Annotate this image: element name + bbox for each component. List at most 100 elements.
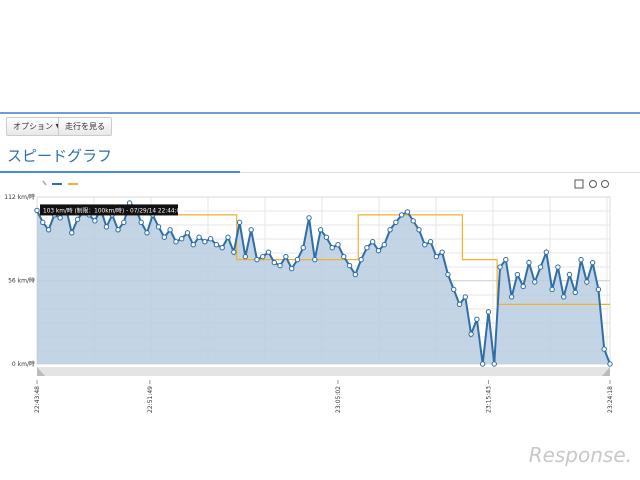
speed-point (595, 286, 602, 293)
speed-point (138, 219, 144, 226)
speed-point (474, 316, 480, 322)
speed-point (283, 253, 289, 260)
speed-point (306, 215, 312, 221)
speed-point (555, 264, 561, 270)
speed-point (69, 230, 75, 236)
speed-point (45, 227, 52, 233)
speed-point (271, 259, 278, 266)
speed-point (398, 212, 405, 218)
title-rule (240, 172, 640, 173)
x-tick-label: 23:15:43 (485, 386, 492, 413)
speed-point (514, 271, 521, 278)
tooltip-box (40, 204, 178, 216)
slider-track[interactable] (37, 367, 610, 376)
speed-point (57, 215, 63, 221)
speed-point (225, 234, 231, 240)
speed-point (468, 331, 474, 337)
slider-handle[interactable] (37, 367, 45, 376)
speed-point (537, 264, 544, 270)
speed-point (369, 239, 376, 245)
speed-point (375, 247, 382, 254)
speed-point (497, 264, 503, 270)
speed-point (520, 283, 526, 290)
y-tick-label: 56 km/時 (8, 277, 35, 285)
speed-point (231, 249, 237, 255)
speed-point (364, 244, 370, 251)
speed-point (381, 242, 387, 248)
speed-point (393, 219, 399, 226)
watermark: Response. (529, 443, 632, 467)
speed-point (161, 234, 168, 240)
speed-point (184, 230, 191, 236)
speed-point (265, 249, 272, 255)
slider-handle[interactable] (602, 367, 610, 376)
zoom-controls (574, 179, 609, 189)
speed-point (508, 294, 515, 300)
speed-point (294, 256, 301, 263)
x-tick-label: 23:05:02 (335, 386, 342, 413)
speed-point (323, 234, 330, 240)
speed-point (462, 294, 469, 300)
speed-point (439, 249, 445, 255)
speed-point (178, 236, 185, 242)
speed-point (300, 244, 306, 251)
speed-point (115, 227, 121, 233)
speed-point (173, 239, 179, 245)
speed-point (387, 227, 393, 233)
header-line (0, 112, 640, 114)
speed-point (74, 216, 81, 223)
speed-point (190, 242, 196, 248)
zoom-in-icon[interactable] (601, 180, 609, 188)
view-drive-button[interactable]: 走行を見る (58, 117, 112, 136)
speed-point (572, 289, 578, 296)
speed-point (566, 271, 573, 278)
speed-point (607, 361, 613, 367)
speed-point (584, 279, 590, 285)
speed-point (433, 253, 440, 260)
zoom-out-icon[interactable] (589, 180, 597, 188)
speed-point (144, 230, 150, 236)
speed-point (352, 271, 359, 278)
speed-point (277, 262, 283, 269)
speed-point (196, 234, 202, 240)
speed-point (242, 253, 249, 260)
x-tick-label: 23:24:18 (607, 386, 614, 413)
speed-point (329, 244, 335, 251)
x-tick-label: 22:43:48 (34, 386, 41, 413)
speed-point (202, 239, 208, 245)
y-tick-label: 0 km/時 (12, 360, 35, 368)
plot: 0 km/時 56 km/時 112 km/時 22:43:48 22:51:49 23:… (4, 193, 614, 413)
speed-point (346, 262, 353, 269)
speed-point (358, 256, 364, 263)
speed-point (288, 265, 295, 272)
speed-point (92, 218, 98, 224)
speed-point (422, 242, 428, 248)
speed-point (219, 244, 225, 251)
tooltip: 103 km/時 (制限：100km/時) - 07/29/14 22:44:0… (40, 204, 184, 216)
speed-point (155, 224, 162, 230)
speed-point (404, 209, 411, 215)
speed-point (503, 256, 509, 263)
title-underline (0, 171, 240, 173)
speed-point (479, 361, 486, 367)
page-title: スピードグラフ (7, 147, 113, 165)
speed-point (451, 286, 457, 293)
speed-point (121, 219, 127, 226)
speed-point (40, 219, 46, 226)
speed-point (589, 259, 596, 266)
x-tick-label: 22:51:49 (147, 386, 154, 413)
speed-point (167, 227, 173, 233)
speed-point (103, 224, 110, 230)
speed-point (248, 227, 254, 233)
speed-point (207, 236, 214, 242)
speed-point (578, 256, 584, 263)
speed-point (335, 242, 341, 248)
speed-point (543, 249, 550, 255)
speed-point (312, 256, 318, 263)
speed-point (456, 301, 463, 308)
speed-point (526, 259, 532, 266)
y-tick-label: 112 km/時 (4, 193, 35, 201)
speed-point (341, 253, 347, 260)
fit-icon[interactable] (574, 179, 584, 189)
